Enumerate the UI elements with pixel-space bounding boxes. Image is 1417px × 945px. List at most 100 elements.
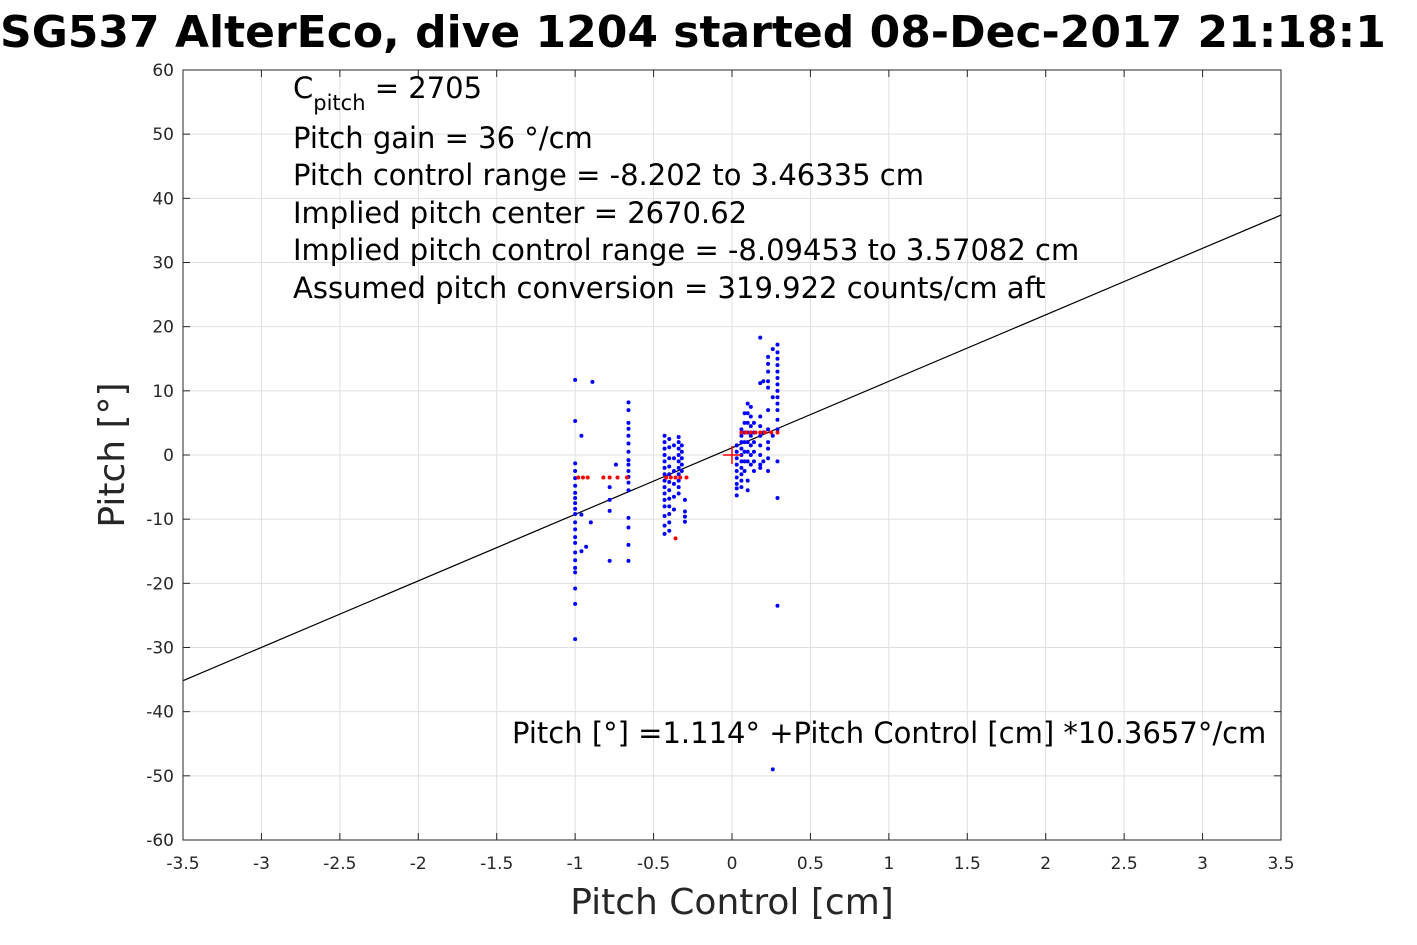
data-point-blue xyxy=(667,464,672,469)
x-tick-label: 0.5 xyxy=(797,854,824,874)
x-tick-label: 1 xyxy=(883,854,894,874)
data-point-blue xyxy=(770,433,775,438)
data-point-blue xyxy=(742,440,747,445)
data-point-blue xyxy=(734,486,739,491)
data-point-blue xyxy=(662,485,667,490)
data-point-blue xyxy=(671,494,676,499)
data-point-blue xyxy=(667,472,672,477)
data-point-blue xyxy=(766,408,771,413)
data-point-red xyxy=(769,430,774,435)
chart-title: SG537 AlterEco, dive 1204 started 08-Dec… xyxy=(0,7,1386,58)
data-point-red xyxy=(775,430,780,435)
data-point-blue xyxy=(739,446,744,451)
data-point-blue xyxy=(679,462,684,467)
data-point-blue xyxy=(573,377,578,382)
data-point-blue xyxy=(748,424,753,429)
x-axis-label: Pitch Control [cm] xyxy=(570,882,894,923)
data-point-blue xyxy=(748,414,753,419)
data-point-blue xyxy=(751,469,756,474)
x-tick-label: 0 xyxy=(727,854,738,874)
data-point-blue xyxy=(745,449,750,454)
x-tick-label: 3 xyxy=(1197,854,1208,874)
data-point-blue xyxy=(676,472,681,477)
data-point-blue xyxy=(758,414,763,419)
data-point-blue xyxy=(573,506,578,511)
data-point-blue xyxy=(662,433,667,438)
data-point-blue xyxy=(667,488,672,493)
data-point-blue xyxy=(573,558,578,563)
data-points xyxy=(573,335,780,772)
data-point-blue xyxy=(751,440,756,445)
data-point-red xyxy=(673,475,678,480)
data-point-red xyxy=(678,475,683,480)
data-point-blue xyxy=(662,513,667,518)
data-point-blue xyxy=(766,385,771,390)
data-point-blue xyxy=(682,514,687,519)
data-point-blue xyxy=(739,465,744,470)
data-point-blue xyxy=(662,440,667,445)
data-point-blue xyxy=(775,342,780,347)
x-tick-labels: -3.5 -3 -2.5 -2 -1.5 -1 -0.5 0 0.5 1 1.5 2 2.5 3 3.5 xyxy=(166,854,1294,874)
data-point-blue xyxy=(573,550,578,555)
data-point-blue xyxy=(775,459,780,464)
data-point-blue xyxy=(626,488,631,493)
data-point-blue xyxy=(766,379,771,384)
data-point-blue xyxy=(667,520,672,525)
conversion-annotation: Assumed pitch conversion = 319.922 count… xyxy=(293,271,1046,305)
data-point-blue xyxy=(745,440,750,445)
data-point-blue xyxy=(579,549,584,554)
data-point-blue xyxy=(662,497,667,502)
data-point-blue xyxy=(766,427,771,432)
data-point-blue xyxy=(662,446,667,451)
y-tick-label: -20 xyxy=(146,574,174,594)
data-point-blue xyxy=(676,435,681,440)
data-point-blue xyxy=(626,441,631,446)
data-point-blue xyxy=(626,525,631,530)
data-point-blue xyxy=(775,369,780,374)
data-point-blue xyxy=(573,469,578,474)
data-point-blue xyxy=(662,453,667,457)
data-point-blue xyxy=(748,433,753,438)
data-point-blue xyxy=(667,528,672,533)
x-tick-label: 1.5 xyxy=(954,854,981,874)
data-point-blue xyxy=(748,404,753,409)
data-point-blue xyxy=(775,350,780,355)
data-point-blue xyxy=(775,401,780,406)
data-point-red xyxy=(576,475,581,480)
data-point-blue xyxy=(734,475,739,480)
data-point-blue xyxy=(676,453,681,457)
data-point-blue xyxy=(745,411,750,416)
data-point-red xyxy=(601,475,606,480)
data-point-blue xyxy=(751,459,756,464)
data-point-blue xyxy=(758,453,763,457)
data-point-blue xyxy=(679,449,684,454)
data-point-blue xyxy=(758,465,763,470)
data-point-blue xyxy=(607,558,612,563)
y-tick-label: 60 xyxy=(152,61,174,81)
data-point-blue xyxy=(758,335,763,340)
data-point-blue xyxy=(751,449,756,454)
data-point-blue xyxy=(745,488,750,493)
y-tick-label: -60 xyxy=(146,831,174,851)
x-tick-label: -3.5 xyxy=(166,854,199,874)
data-point-red xyxy=(673,536,678,541)
data-point-blue xyxy=(775,427,780,432)
fit-equation-annotation: Pitch [°] =1.114° +Pitch Control [cm] *1… xyxy=(512,716,1266,750)
data-point-blue xyxy=(676,485,681,490)
data-point-blue xyxy=(734,462,739,467)
data-point-blue xyxy=(734,456,739,461)
data-point-blue xyxy=(761,379,766,384)
data-point-blue xyxy=(667,436,672,441)
data-point-blue xyxy=(775,408,780,413)
data-point-blue xyxy=(748,453,753,457)
data-point-red xyxy=(668,475,673,480)
c-pitch-subscript: pitch xyxy=(313,91,365,115)
data-point-blue xyxy=(739,440,744,445)
data-point-blue xyxy=(573,565,578,570)
data-point-blue xyxy=(676,491,681,496)
y-tick-label: 20 xyxy=(152,318,174,338)
data-point-blue xyxy=(766,446,771,451)
data-point-blue xyxy=(739,478,744,483)
data-point-blue xyxy=(626,558,631,563)
data-point-blue xyxy=(626,458,631,463)
